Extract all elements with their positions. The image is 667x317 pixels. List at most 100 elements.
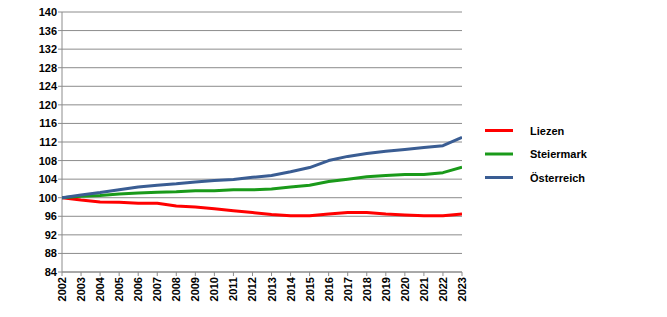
y-tick: [58, 49, 62, 50]
x-tick-label: 2005: [113, 277, 125, 301]
y-tick-label: 108: [39, 155, 57, 167]
y-tick-label: 124: [39, 80, 58, 92]
y-tick-label: 128: [39, 62, 57, 74]
x-tick-label: 2004: [94, 276, 106, 301]
x-tick-label: 2019: [380, 277, 392, 301]
y-tick: [58, 67, 62, 68]
y-tick: [58, 216, 62, 217]
x-tick: [366, 272, 367, 276]
chart-root: 8488929610010410811211612012412813213614…: [0, 0, 667, 317]
grid-line: [62, 12, 462, 13]
y-tick-label: 92: [45, 229, 57, 241]
y-tick: [58, 12, 62, 13]
y-tick: [58, 234, 62, 235]
grid-line: [62, 30, 462, 31]
x-tick-label: 2007: [151, 277, 163, 301]
grid-line: [62, 234, 462, 235]
legend-swatch: [485, 176, 513, 179]
x-tick-label: 2010: [208, 277, 220, 301]
y-axis: [62, 12, 63, 272]
x-tick: [423, 272, 424, 276]
x-tick-label: 2008: [170, 277, 182, 301]
x-tick: [328, 272, 329, 276]
x-tick-label: 2021: [418, 277, 430, 301]
x-tick: [347, 272, 348, 276]
x-tick: [214, 272, 215, 276]
grid-line: [62, 253, 462, 254]
y-tick-label: 140: [39, 6, 57, 18]
y-tick-label: 104: [39, 173, 58, 185]
x-tick: [195, 272, 196, 276]
x-tick: [100, 272, 101, 276]
y-tick-label: 96: [45, 210, 57, 222]
x-tick-label: 2012: [246, 277, 258, 301]
x-tick: [385, 272, 386, 276]
legend-label: Österreich: [530, 172, 585, 184]
x-tick-label: 2006: [132, 277, 144, 301]
x-tick-label: 2014: [285, 276, 297, 301]
y-tick-label: 132: [39, 43, 57, 55]
grid-line: [62, 142, 462, 143]
grid-line: [62, 197, 462, 198]
x-tick: [271, 272, 272, 276]
x-tick: [138, 272, 139, 276]
grid-line: [62, 179, 462, 180]
x-tick: [462, 272, 463, 276]
grid-line: [62, 160, 462, 161]
x-tick: [62, 272, 63, 276]
x-tick-label: 2023: [456, 277, 468, 301]
x-tick-label: 2018: [361, 277, 373, 301]
y-tick-label: 116: [39, 117, 57, 129]
y-tick: [58, 253, 62, 254]
legend-label: Liezen: [530, 125, 565, 137]
x-tick: [290, 272, 291, 276]
y-tick: [58, 142, 62, 143]
x-tick: [233, 272, 234, 276]
grid-line: [62, 272, 462, 273]
x-tick-label: 2015: [304, 277, 316, 301]
y-tick: [58, 197, 62, 198]
legend-swatch: [485, 129, 513, 132]
chart: 8488929610010410811211612012412813213614…: [0, 0, 667, 317]
series-line: [62, 167, 462, 198]
legend-label: Steiermark: [530, 148, 588, 160]
y-tick: [58, 104, 62, 105]
x-tick-label: 2002: [56, 277, 68, 301]
x-tick-label: 2003: [75, 277, 87, 301]
x-tick: [442, 272, 443, 276]
y-tick-label: 84: [45, 266, 58, 278]
y-tick: [58, 123, 62, 124]
x-tick: [252, 272, 253, 276]
grid-line: [62, 104, 462, 105]
x-tick-label: 2022: [437, 277, 449, 301]
x-tick: [81, 272, 82, 276]
x-tick-label: 2013: [266, 277, 278, 301]
x-tick-label: 2016: [323, 277, 335, 301]
x-tick: [309, 272, 310, 276]
y-tick-label: 100: [39, 192, 57, 204]
x-axis: [62, 272, 462, 273]
y-tick: [58, 160, 62, 161]
y-tick: [58, 86, 62, 87]
legend-swatch: [485, 153, 513, 156]
x-tick: [176, 272, 177, 276]
y-tick: [58, 30, 62, 31]
x-tick-label: 2011: [227, 277, 239, 301]
y-tick: [58, 179, 62, 180]
x-tick: [404, 272, 405, 276]
x-tick: [157, 272, 158, 276]
grid-line: [62, 67, 462, 68]
y-tick-label: 120: [39, 99, 57, 111]
y-tick: [58, 272, 62, 273]
series-line: [62, 137, 462, 197]
x-tick-label: 2020: [399, 277, 411, 301]
grid-line: [62, 49, 462, 50]
grid-line: [62, 123, 462, 124]
x-tick-label: 2017: [342, 277, 354, 301]
y-tick-label: 112: [39, 136, 57, 148]
series-line: [62, 198, 462, 216]
x-tick: [119, 272, 120, 276]
x-tick-label: 2009: [189, 277, 201, 301]
y-tick-label: 88: [45, 247, 57, 259]
plot-area: [62, 137, 462, 215]
